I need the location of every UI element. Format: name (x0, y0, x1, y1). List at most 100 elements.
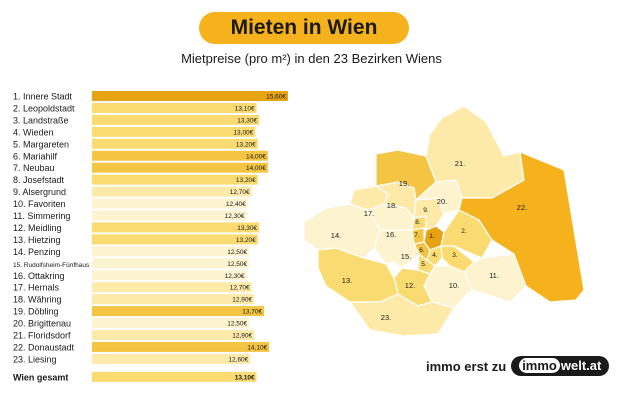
bar-label-3: 3. Landstraße (13, 115, 69, 125)
bar-20 (92, 318, 250, 329)
bar-2 (92, 102, 257, 113)
vienna-district-map: 1. 2. 3. 4. 5. 6. 7. 8.9. 10. 11. 12. 13. 14. 15. 16. 1… (303, 105, 585, 337)
bar-label-5: 5. Margareten (13, 139, 69, 149)
district-label-3: 3. (452, 252, 458, 259)
district-label-18: 18. (387, 201, 397, 210)
bar-value-6: 14,00€ (246, 153, 266, 160)
bar-value-15: 12,50€ (227, 261, 247, 268)
bar-value-7: 14,00€ (246, 165, 266, 172)
district-22 (458, 151, 585, 303)
brand-tagline: immo erst zu (426, 358, 507, 374)
bar-label-18: 18. Währing (13, 295, 62, 305)
bar-value-4: 13,00€ (233, 129, 253, 136)
page-title: Mieten in Wien (199, 12, 409, 44)
brand-logo-prefix: immo (519, 358, 560, 373)
district-label-8: 8. (415, 219, 421, 226)
district-label-2: 2. (461, 228, 467, 235)
bar-label-7: 7. Neubau (13, 163, 55, 173)
district-label-17: 17. (364, 209, 374, 218)
bar-label-8: 8. Josefstadt (13, 175, 65, 185)
bar-label-21: 21. Floridsdorf (13, 331, 71, 341)
page-title-text: Mieten in Wien (230, 16, 378, 39)
bar-value-23: 12,60€ (228, 356, 248, 363)
district-label-1: 1. (429, 233, 435, 240)
bar-value-14: 12,50€ (227, 249, 247, 256)
bar-value-12: 13,30€ (237, 225, 257, 232)
bar-label-15: 15. Rudolfsheim-Fünfhaus (13, 262, 90, 269)
bar-22 (92, 341, 270, 352)
district-label-21: 21. (455, 159, 465, 168)
bar-label-10: 10. Favoriten (13, 199, 66, 209)
district-label-23: 23. (381, 313, 391, 322)
bar-value-13: 13,20€ (236, 237, 256, 244)
bar-label-12: 12. Meidling (13, 223, 62, 233)
bar-value-2: 13,10€ (235, 105, 255, 112)
brand-logo-suffix: welt.at (560, 358, 602, 373)
district-label-10: 10. (449, 281, 459, 290)
bar-12 (92, 222, 260, 233)
district-label-12: 12. (405, 281, 415, 290)
bar-value-11: 12,30€ (225, 213, 245, 220)
bar-7 (92, 162, 268, 173)
bar-label-23: 23. Liesing (13, 354, 57, 364)
map-districts (303, 105, 585, 337)
bar-value-19: 13,70€ (242, 309, 262, 316)
bar-label-16: 16. Ottakring (13, 271, 65, 281)
bar-label-1: 1. Innere Stadt (13, 92, 73, 102)
bar-value-10: 12,40€ (226, 201, 246, 208)
district-label-5: 5. (421, 261, 427, 268)
bar-value-21: 12,90€ (232, 333, 252, 340)
bar-17 (92, 282, 252, 293)
chart-subtitle: Mietpreise (pro m²) in den 23 Bezirken W… (181, 51, 442, 66)
district-label-13: 13. (342, 276, 352, 285)
bar-6 (92, 150, 268, 161)
bar-21 (92, 330, 255, 340)
bar-value-9: 12,70€ (230, 189, 250, 196)
district-label-7: 7. (414, 232, 420, 239)
bar-23 (92, 353, 251, 364)
bar-label-13: 13. Hietzing (13, 235, 61, 245)
bar-label-9: 9. Alsergrund (13, 187, 66, 197)
bar-label-2: 2. Leopoldstadt (13, 103, 75, 113)
bar-24 (92, 371, 257, 382)
bar-16 (92, 270, 247, 281)
bar-value-3: 13,30€ (237, 117, 257, 124)
map-labels: 1. 2. 3. 4. 5. 6. 7. 8.9. 10. 11. 12. 13. 14. 15. 16. 1… (331, 159, 527, 322)
bar-5 (92, 138, 258, 149)
district-label-4: 4. (432, 252, 438, 259)
bar-label-20: 20. Brigittenau (13, 319, 71, 329)
bar-value-16: 12,30€ (225, 273, 245, 280)
district-label-9: 9. (423, 207, 429, 214)
bar-18 (92, 294, 255, 305)
bar-value-18: 12,90€ (232, 297, 252, 304)
district-label-16: 16. (386, 230, 396, 239)
bar-13 (92, 234, 258, 245)
district-23 (348, 293, 455, 337)
bar-label-4: 4. Wieden (13, 127, 54, 137)
brand-footer: immo erst zu immo welt.at (426, 356, 610, 376)
bar-value-22: 14,10€ (247, 344, 267, 351)
bar-label-22: 22. Donaustadt (13, 342, 75, 352)
brand-logo[interactable]: immo welt.at (511, 356, 610, 376)
bar-15 (92, 258, 250, 269)
district-label-15: 15. (401, 252, 411, 261)
bar-14 (92, 246, 250, 257)
bar-label-11: 11. Simmering (13, 211, 70, 221)
bar-label-19: 19. Döbling (13, 307, 59, 317)
bar-1 (92, 91, 288, 101)
bar-4 (92, 126, 256, 137)
district-label-11: 11. (489, 271, 499, 280)
bar-value-8: 13,20€ (236, 177, 256, 184)
bar-label-24: Wien gesamt (13, 372, 68, 382)
bar-label-17: 17. Hernals (13, 283, 60, 293)
bar-value-20: 12,50€ (227, 321, 247, 328)
district-label-14: 14. (331, 231, 341, 240)
bar-8 (92, 174, 258, 185)
bar-11 (92, 210, 247, 221)
bar-value-1: 15,60€ (266, 94, 286, 101)
district-label-19: 19. (399, 179, 409, 188)
bar-19 (92, 306, 265, 317)
bar-value-5: 13,20€ (236, 141, 256, 148)
district-label-20: 20. (437, 197, 447, 206)
district-label-6: 6. (419, 247, 425, 254)
